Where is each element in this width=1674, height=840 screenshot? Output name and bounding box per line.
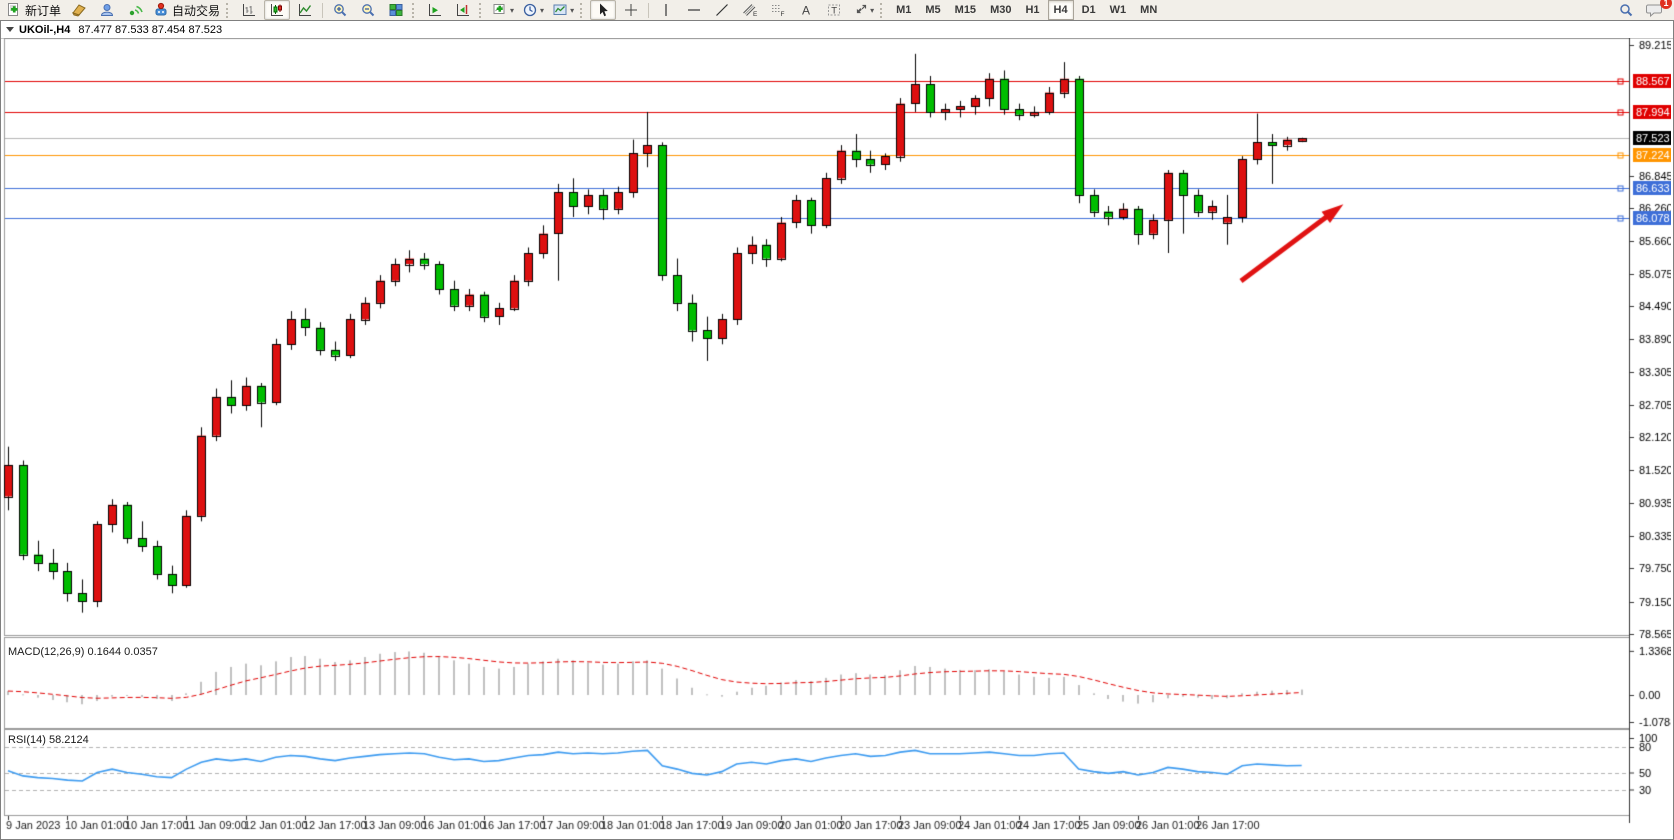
text-label-icon: T xyxy=(826,2,842,18)
community-button[interactable] xyxy=(94,0,120,20)
macd-indicator-label: MACD(12,26,9) 0.1644 0.0357 xyxy=(8,646,158,658)
cursor-icon xyxy=(595,2,611,18)
bar-chart-icon xyxy=(241,2,257,18)
fibonacci-tool-button[interactable]: F xyxy=(765,0,791,20)
toolbar-grip xyxy=(880,2,887,18)
tab-timeframe-w1[interactable]: W1 xyxy=(1109,4,1127,16)
chevron-down-icon: ▾ xyxy=(510,5,515,15)
chart-window: UKOil-,H4 87.477 87.533 87.454 87.523 MA… xyxy=(0,20,1674,840)
signals-button[interactable] xyxy=(122,0,148,20)
crosshair-icon xyxy=(623,2,639,18)
bar-chart-mode-button[interactable] xyxy=(236,0,262,20)
auto-trading-button[interactable]: 自动交易 xyxy=(150,0,223,20)
template-icon xyxy=(552,2,568,18)
auto-scroll-button[interactable] xyxy=(422,0,448,20)
text-tool-button[interactable]: A xyxy=(793,0,819,20)
auto-trading-icon xyxy=(153,2,169,18)
svg-text:E: E xyxy=(753,11,758,18)
notification-count-badge: 1 xyxy=(1660,0,1672,9)
vertical-line-icon xyxy=(658,2,674,18)
tab-timeframe-h4[interactable]: H4 xyxy=(1047,0,1074,20)
tab-timeframe-m30[interactable]: M30 xyxy=(990,4,1012,16)
search-icon xyxy=(1618,2,1634,18)
toolbar: 新订单 自动交易 xyxy=(0,0,1674,21)
svg-text:T: T xyxy=(831,6,837,17)
chevron-down-icon: ▾ xyxy=(540,5,545,15)
text-label-tool-button[interactable]: T xyxy=(821,0,847,20)
community-icon xyxy=(99,2,115,18)
svg-text:F: F xyxy=(781,11,785,18)
arrows-tool-button[interactable]: ▾ xyxy=(849,0,877,20)
trendline-tool-button[interactable] xyxy=(709,0,735,20)
chart-shift-icon xyxy=(455,2,471,18)
new-order-button[interactable]: 新订单 xyxy=(3,0,64,20)
trendline-icon xyxy=(714,2,730,18)
arrows-icon xyxy=(852,2,868,18)
vertical-line-tool-button[interactable] xyxy=(653,0,679,20)
horizontal-line-icon xyxy=(686,2,702,18)
equidistant-channel-icon: E xyxy=(742,2,758,18)
zoom-in-button[interactable] xyxy=(327,0,353,20)
auto-trading-label: 自动交易 xyxy=(172,3,221,18)
notifications-button[interactable]: 1 xyxy=(1641,0,1672,20)
zoom-in-icon xyxy=(332,2,348,18)
line-chart-mode-button[interactable] xyxy=(292,0,318,20)
price-chart-canvas[interactable] xyxy=(1,38,1671,838)
cursor-tool-button[interactable] xyxy=(590,0,617,20)
auto-scroll-icon xyxy=(427,2,443,18)
toolbar-separator xyxy=(648,2,650,18)
tab-timeframe-m15[interactable]: M15 xyxy=(954,4,977,16)
horizontal-line-tool-button[interactable] xyxy=(681,0,707,20)
tab-timeframe-m5[interactable]: M5 xyxy=(925,4,941,16)
period-button[interactable]: ▾ xyxy=(519,0,547,20)
candlestick-mode-button[interactable] xyxy=(264,0,291,20)
svg-text:A: A xyxy=(802,4,810,18)
tab-timeframe-d1[interactable]: D1 xyxy=(1081,4,1096,16)
new-order-icon xyxy=(6,2,22,18)
candlestick-icon xyxy=(269,2,285,18)
new-order-label: 新订单 xyxy=(25,3,62,18)
text-tool-icon: A xyxy=(798,2,814,18)
chart-shift-button[interactable] xyxy=(450,0,476,20)
styler-icon xyxy=(71,2,87,18)
tile-windows-icon xyxy=(388,2,404,18)
new-chart-icon xyxy=(492,2,508,18)
tile-windows-button[interactable] xyxy=(383,0,409,20)
zoom-out-icon xyxy=(360,2,376,18)
chevron-down-icon: ▾ xyxy=(870,5,875,15)
toolbar-grip xyxy=(226,2,233,18)
crosshair-tool-button[interactable] xyxy=(618,0,644,20)
tab-timeframe-m1[interactable]: M1 xyxy=(896,4,912,16)
chart-titlebar[interactable]: UKOil-,H4 87.477 87.533 87.454 87.523 xyxy=(1,21,1673,39)
zoom-out-button[interactable] xyxy=(355,0,381,20)
tab-timeframe-h1[interactable]: H1 xyxy=(1025,4,1040,16)
tab-timeframe-mn[interactable]: MN xyxy=(1140,4,1158,16)
toolbar-grip xyxy=(479,2,486,18)
fibonacci-icon: F xyxy=(770,2,786,18)
toolbar-grip xyxy=(412,2,419,18)
new-chart-button[interactable]: ▾ xyxy=(489,0,517,20)
styler-button[interactable] xyxy=(66,0,92,20)
rsi-indicator-label: RSI(14) 58.2124 xyxy=(8,734,89,746)
chart-ohlc-values: 87.477 87.533 87.454 87.523 xyxy=(78,23,223,36)
chart-symbol-title: UKOil-,H4 xyxy=(19,23,71,36)
line-chart-icon xyxy=(297,2,313,18)
equidistant-channel-tool-button[interactable]: E xyxy=(737,0,763,20)
toolbar-separator xyxy=(322,2,324,18)
template-button[interactable]: ▾ xyxy=(549,0,577,20)
signals-icon xyxy=(127,2,143,18)
collapse-triangle-icon[interactable] xyxy=(6,27,14,32)
toolbar-grip xyxy=(580,2,587,18)
clock-icon xyxy=(522,2,538,18)
chevron-down-icon: ▾ xyxy=(570,5,575,15)
search-button[interactable] xyxy=(1613,0,1639,20)
